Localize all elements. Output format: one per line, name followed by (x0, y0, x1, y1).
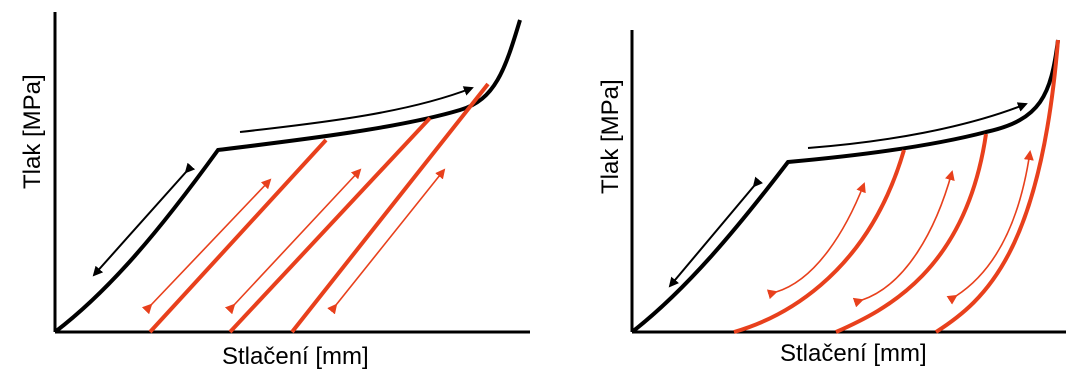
loading-curve (630, 39, 1060, 334)
red-arrow-3 (946, 150, 1034, 305)
red-arrow-3 (327, 168, 446, 315)
y-axis-label: Tlak [MPa] (19, 74, 46, 189)
black-arrow-diagonal (668, 176, 763, 288)
left-diagram-svg (53, 12, 530, 334)
red-line-1 (148, 138, 328, 334)
red-arrow-2 (852, 170, 955, 308)
left-diagram-panel: Tlak [MPa] Stlačení [mm] (19, 12, 530, 370)
black-arrow-top (807, 102, 1028, 149)
red-curve-2 (835, 133, 988, 334)
red-arrow-1 (766, 182, 866, 300)
red-arrow-2 (224, 168, 362, 315)
black-arrow-top (239, 86, 474, 133)
black-arrow-diagonal (92, 162, 196, 277)
red-curve-3 (934, 39, 1060, 334)
right-diagram-svg (630, 30, 1066, 334)
red-curve-1 (733, 149, 906, 334)
x-axis-label: Stlačení [mm] (780, 340, 927, 367)
y-axis-label: Tlak [MPa] (597, 79, 624, 194)
x-axis-label: Stlačení [mm] (222, 343, 369, 370)
right-diagram-panel: Tlak [MPa] Stlačení [mm] (536, 0, 1072, 376)
loading-curve (53, 19, 522, 334)
